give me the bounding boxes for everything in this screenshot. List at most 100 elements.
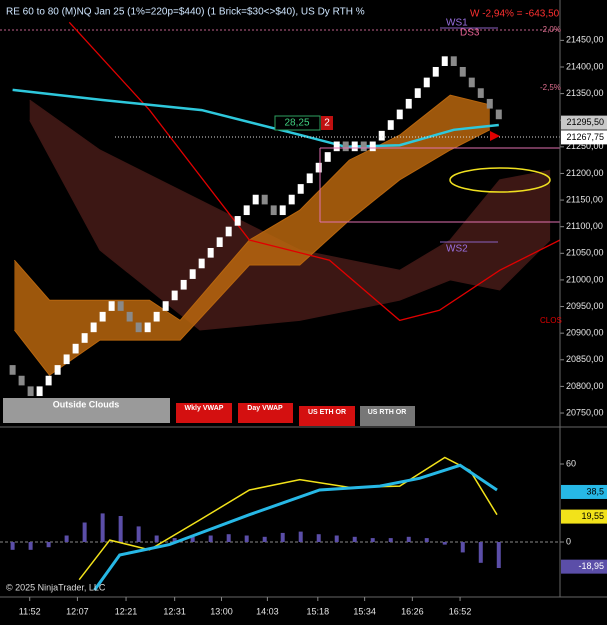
brick (162, 301, 169, 311)
histogram-bar (10, 542, 15, 550)
y-tick-label: 21050,00 (566, 248, 604, 258)
x-tick-label: 12:21 (115, 606, 138, 616)
brick (216, 237, 223, 247)
y-tick-label: 21400,00 (566, 61, 604, 71)
x-tick-label: 11:52 (19, 606, 41, 616)
brick (180, 279, 187, 290)
label-box (321, 116, 333, 130)
brick (414, 88, 421, 98)
cloud-fill (14, 95, 490, 376)
x-tick-label: 16:26 (401, 606, 424, 616)
brick (207, 247, 214, 258)
brick (306, 173, 313, 184)
brick (387, 120, 394, 130)
histogram-bar (46, 542, 51, 548)
indicator-line (68, 21, 561, 322)
arrow (490, 131, 500, 141)
value-marker (561, 559, 607, 574)
histogram-bar (280, 532, 285, 543)
brick (18, 375, 25, 386)
brick (252, 194, 259, 205)
brick (243, 205, 250, 216)
value-marker-label: 19,55 (581, 511, 604, 521)
y-tick-label: 21450,00 (566, 35, 604, 45)
annotation: DS3 (460, 28, 480, 39)
brick (45, 375, 52, 386)
brick (270, 205, 277, 216)
histogram-bar (262, 536, 267, 543)
button[interactable] (360, 406, 415, 426)
brick (90, 322, 97, 333)
y-tick-label: 0 (566, 536, 571, 546)
histogram-bar (496, 542, 501, 569)
button[interactable] (299, 406, 355, 426)
histogram-bar (442, 542, 447, 545)
histogram-bar (82, 522, 87, 543)
brick (27, 386, 34, 397)
brick (351, 141, 358, 152)
x-tick-label: 16:52 (449, 606, 472, 616)
value-marker (561, 115, 607, 130)
y-tick-label: 20950,00 (566, 301, 604, 311)
brick (324, 152, 331, 162)
brick (432, 66, 439, 77)
brick (135, 322, 142, 333)
histogram-bar (64, 535, 69, 543)
histogram-bar (136, 526, 141, 543)
histogram-bar (298, 531, 303, 543)
button[interactable] (238, 403, 293, 423)
brick (405, 98, 412, 109)
y-tick-label: 21000,00 (566, 274, 604, 284)
brick (333, 141, 340, 152)
brick (99, 311, 106, 322)
histogram-bar (244, 535, 249, 543)
button-label: Day VWAP (247, 405, 283, 412)
brick (126, 311, 133, 322)
brick (468, 77, 475, 88)
button-label: Wkly VWAP (185, 405, 224, 412)
brick (117, 301, 124, 311)
button-label: Outside Clouds (53, 399, 120, 409)
y-tick-label: 21150,00 (566, 194, 603, 204)
brick (234, 216, 241, 226)
brick (81, 333, 88, 343)
brick (225, 226, 232, 237)
annotation: CLOS (540, 316, 562, 325)
histogram-bar (460, 542, 465, 553)
y-tick-label: 21350,00 (566, 88, 604, 98)
button[interactable] (176, 403, 232, 423)
brick (396, 109, 403, 120)
y-tick-label: 20850,00 (566, 354, 604, 364)
price-panel: 20750,00 20800,00 20850,00 20900,00 20950,00… (9, 21, 607, 417)
brick (459, 66, 466, 77)
value-marker-label: 38,5 (586, 486, 604, 496)
brick (315, 162, 322, 173)
x-tick-label: 15:34 (353, 606, 376, 616)
cloud-lower (14, 129, 491, 376)
histogram-bar (226, 534, 231, 543)
brick (477, 88, 484, 98)
brick (279, 205, 286, 216)
brick (369, 141, 376, 152)
x-tick-label: 13:00 (210, 606, 233, 616)
oscillator-line (93, 463, 498, 591)
brick (36, 386, 43, 397)
histogram-bar (424, 538, 429, 543)
label-box (274, 115, 321, 131)
y-tick-label: 21200,00 (566, 168, 604, 178)
brick (108, 301, 115, 311)
brick (261, 194, 268, 205)
x-tick-label: 12:07 (66, 606, 89, 616)
brick (423, 77, 430, 88)
histogram-bar (118, 516, 123, 543)
histogram-bar (334, 535, 339, 543)
brick (495, 109, 502, 120)
histogram-bar (190, 536, 195, 543)
histogram-bar (28, 542, 33, 550)
histogram-bar (478, 542, 483, 563)
button[interactable] (3, 398, 170, 423)
brick (54, 365, 61, 375)
x-tick-label: 15:18 (307, 606, 330, 616)
x-tick-label: 12:31 (163, 606, 186, 616)
